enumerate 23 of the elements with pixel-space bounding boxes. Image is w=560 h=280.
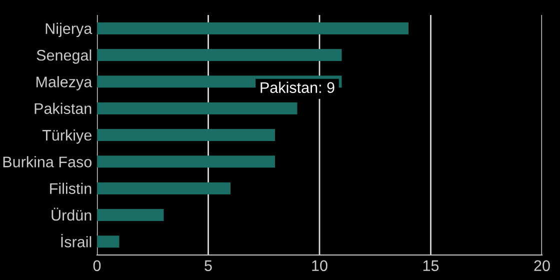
x-tick-label: 0 (93, 260, 101, 272)
y-tick-label: Nijerya (46, 22, 92, 38)
y-tick-label: Burkina Faso (3, 156, 92, 168)
y-tick-label: Malezya (36, 76, 92, 90)
y-tick-label: Pakistan (34, 102, 92, 114)
x-tick-label: 10 (312, 260, 328, 272)
y-tick-label: Senegal (36, 49, 92, 64)
x-tick-label: 20 (534, 260, 550, 272)
y-tick-label: Ürdün (52, 208, 92, 221)
bar (97, 182, 230, 194)
bar (97, 236, 120, 248)
bar (97, 49, 342, 61)
bar (97, 102, 298, 114)
bar (97, 209, 164, 221)
y-tick-label: İsrail (61, 234, 92, 248)
bar (97, 129, 275, 141)
x-tick-label: 15 (423, 260, 439, 272)
bar (97, 156, 275, 168)
y-tick-label: Filistin (50, 182, 92, 194)
x-tick-label: 5 (204, 260, 212, 272)
y-tick-label: Türkiye (42, 129, 92, 144)
annotation: Pakistan: 9 (260, 82, 334, 93)
bar (97, 22, 408, 34)
